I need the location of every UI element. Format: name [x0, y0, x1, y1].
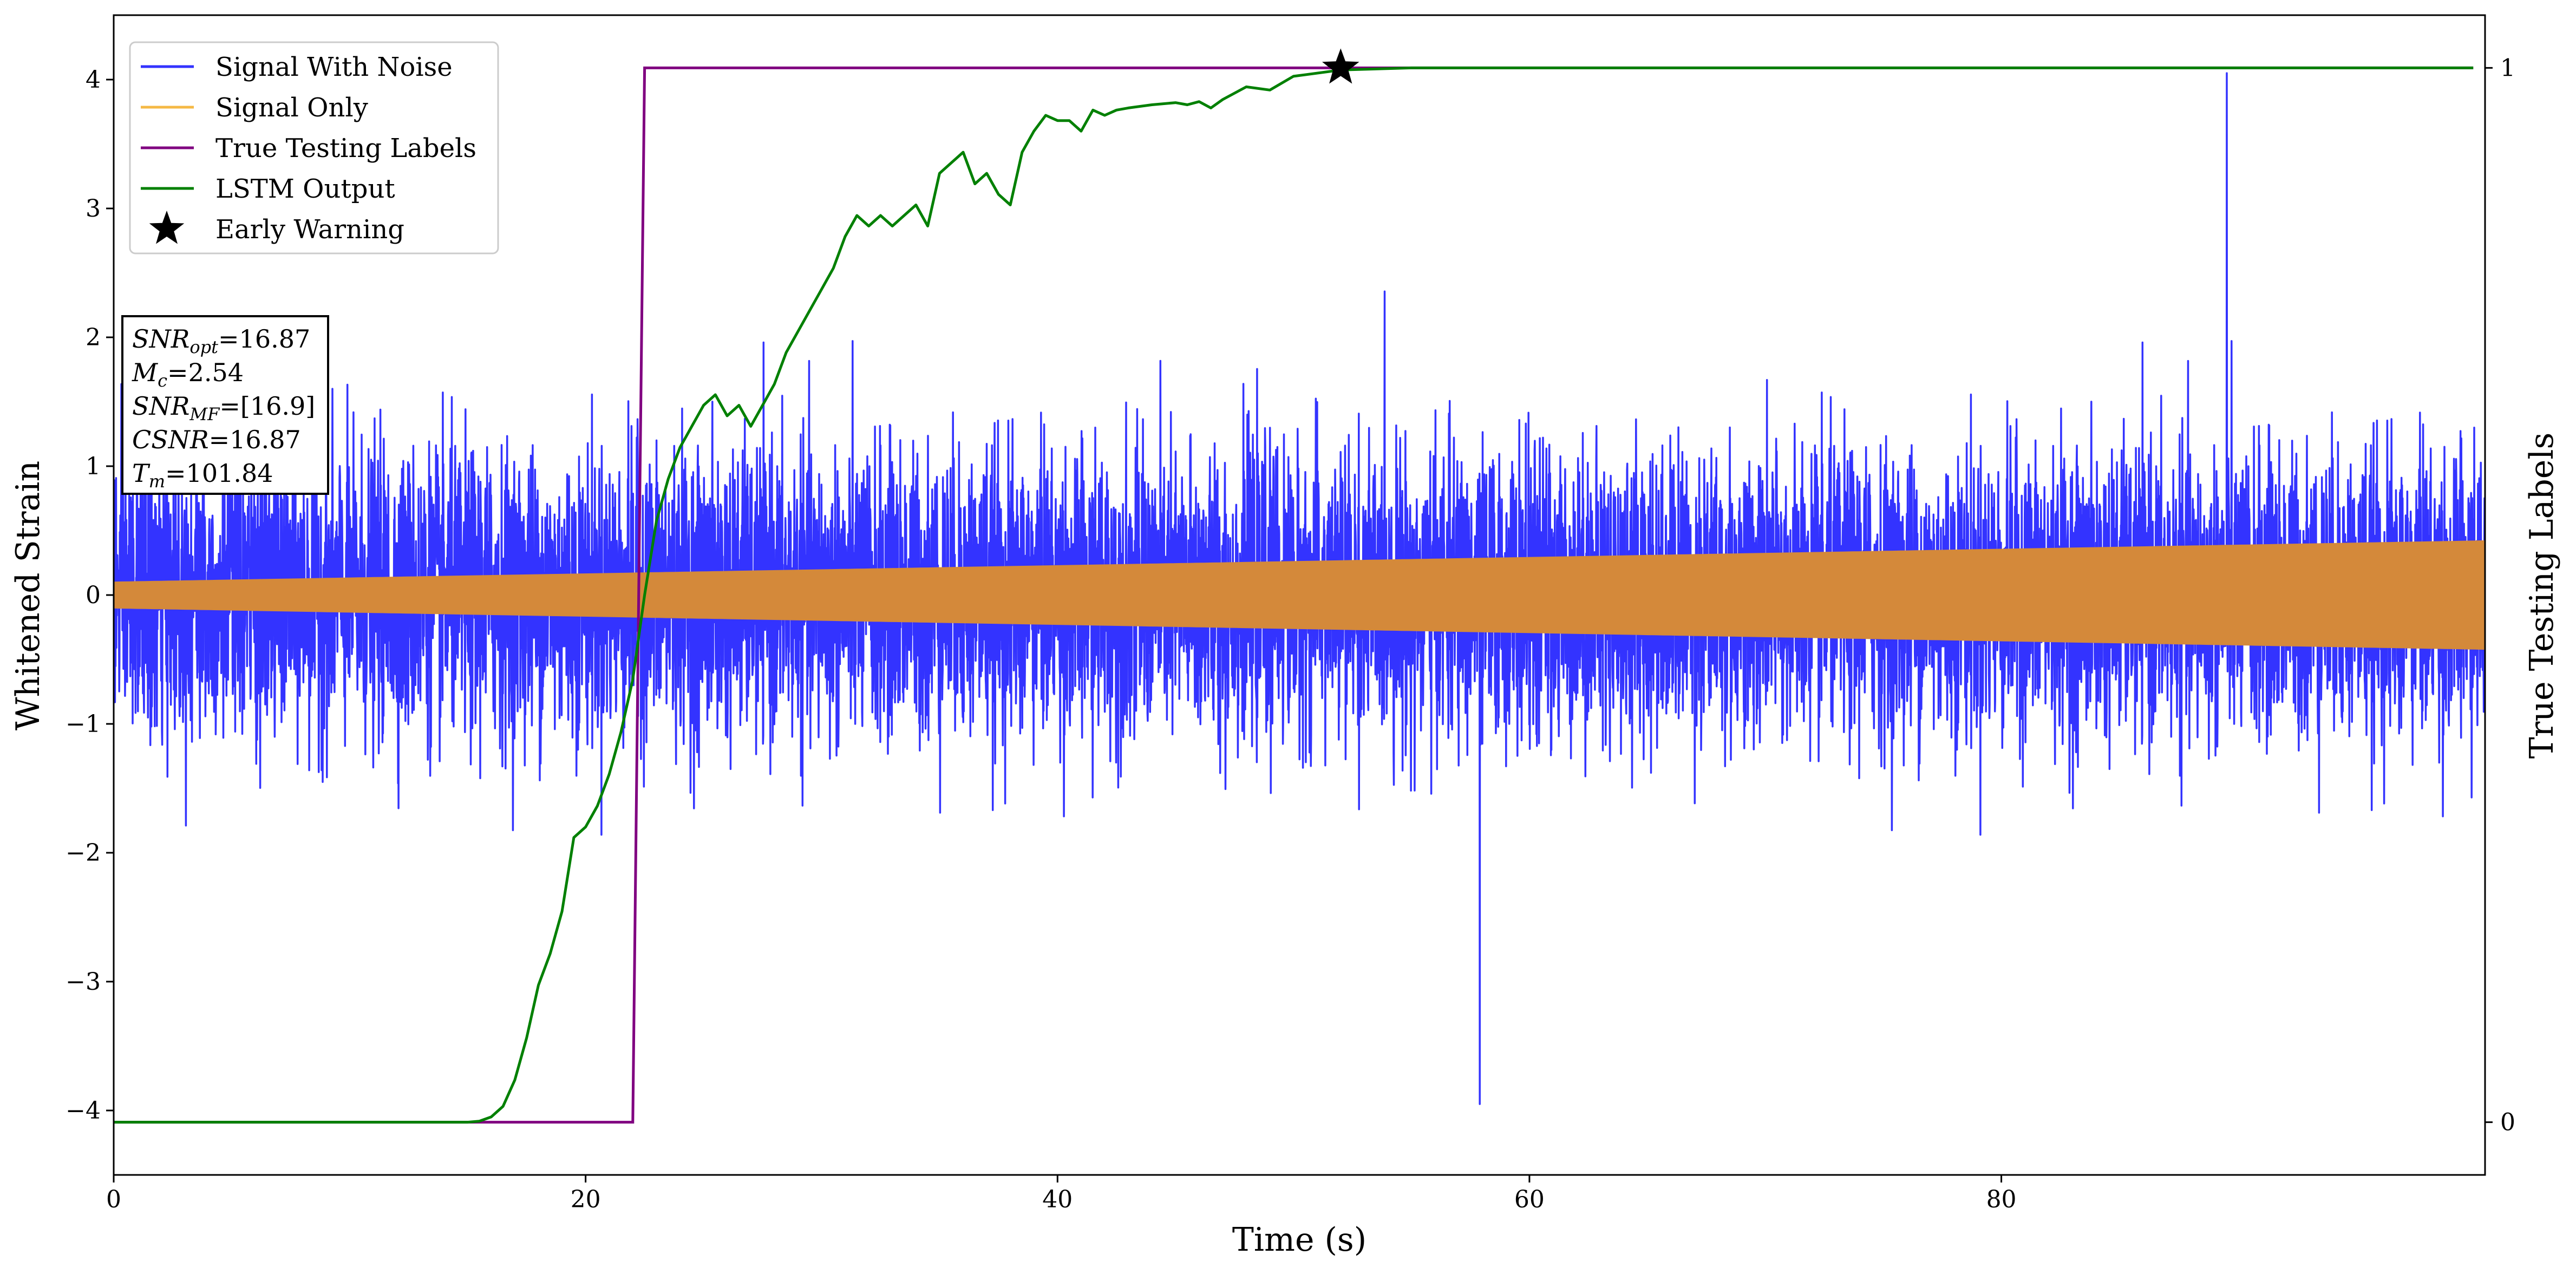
y-tick-label: 4: [86, 66, 101, 94]
x-axis: 0 20 40 60 80: [106, 1175, 2017, 1213]
lstm-output-line: [114, 66, 2474, 1124]
y-axis-left: −4 −3 −2 −1 0 1 2 3 4: [66, 66, 114, 1125]
y-tick-label: 1: [86, 453, 101, 480]
legend-frame: [129, 41, 499, 254]
annotation-line: SNRopt=16.87: [132, 324, 310, 357]
annotation-line: Mc=2.54: [132, 358, 244, 391]
annotation-line: Tm=101.84: [132, 459, 273, 492]
annotation-line: SNRMF=[16.9]: [132, 391, 315, 424]
x-tick-label: 20: [571, 1186, 601, 1213]
x-tick-label: 60: [1514, 1186, 1545, 1213]
y-tick-label: −2: [66, 839, 101, 867]
y-tick-label: −3: [66, 968, 101, 996]
y2-tick-label: 0: [2500, 1109, 2515, 1136]
legend-label: Signal With Noise: [215, 52, 453, 82]
y2-tick-label: 1: [2500, 54, 2515, 82]
x-axis-title: Time (s): [1232, 1221, 1367, 1259]
x-tick-label: 40: [1042, 1186, 1073, 1213]
legend-star-icon: [149, 211, 185, 244]
y-tick-label: −4: [66, 1097, 101, 1125]
x-tick-label: 80: [1986, 1186, 2017, 1213]
plot-area: [114, 66, 2485, 1124]
y-tick-label: −1: [66, 710, 101, 738]
y2-axis-title: True Testing Labels: [2523, 433, 2561, 759]
parameter-annotation-box: SNRopt=16.87Mc=2.54SNRMF=[16.9]CSNR=16.8…: [121, 315, 329, 495]
y-tick-label: 2: [86, 324, 101, 351]
legend-label: LSTM Output: [215, 174, 395, 204]
x-tick-label: 0: [106, 1186, 121, 1213]
y-tick-label: 3: [86, 195, 101, 223]
annotation-frame: [121, 315, 329, 495]
early-warning-star: [1322, 48, 1359, 84]
legend-label: True Testing Labels: [215, 133, 476, 164]
legend-label: Signal Only: [215, 93, 368, 123]
annotation-line: CSNR=16.87: [132, 425, 301, 454]
y-axis-title: Whitened Strain: [9, 461, 47, 730]
legend: Signal With Noise Signal Only True Testing…: [129, 41, 499, 254]
legend-label: Early Warning: [215, 214, 404, 245]
y-axis-right: 01: [2485, 54, 2515, 1136]
y-tick-label: 0: [86, 582, 101, 609]
signal-only-band: [114, 540, 2485, 650]
